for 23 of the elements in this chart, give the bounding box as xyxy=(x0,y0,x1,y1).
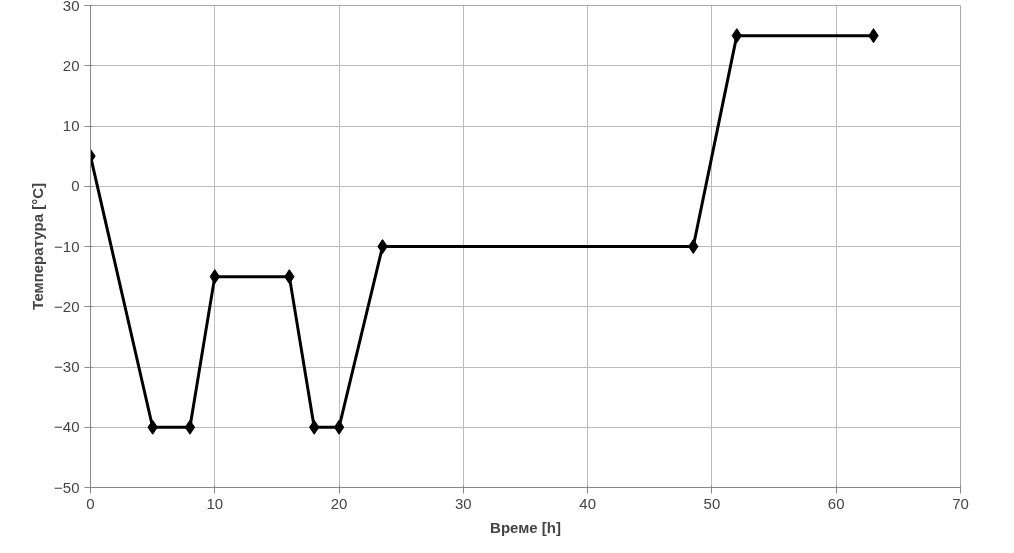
point xyxy=(333,419,345,435)
y-tick-label: 10 xyxy=(62,117,80,134)
point xyxy=(377,239,388,254)
y-axis-title: Температура [°C] xyxy=(29,183,47,310)
y-tick-label: −10 xyxy=(54,237,80,255)
x-tick-label: 60 xyxy=(827,494,845,512)
x-tick-label: 50 xyxy=(703,494,721,512)
y-tick-label: −30 xyxy=(54,358,80,375)
y-tick-label: 0 xyxy=(71,177,80,195)
x-tick-label: 10 xyxy=(206,494,224,512)
x-tick-label: 70 xyxy=(952,494,969,512)
x-tick-label: 0 xyxy=(86,494,95,512)
x-tick-label: 20 xyxy=(330,494,348,512)
x-axis-title: Време [h] xyxy=(490,518,561,536)
y-tick-label: −40 xyxy=(54,418,80,436)
y-tick-label: −50 xyxy=(54,478,80,496)
y-tick-label: −20 xyxy=(54,297,80,315)
point xyxy=(184,419,196,435)
x-tick-label: 30 xyxy=(455,494,472,512)
y-tick-label: 30 xyxy=(62,0,80,14)
x-tick-label: 40 xyxy=(579,494,596,512)
point xyxy=(688,239,699,254)
y-tick-label: 20 xyxy=(62,56,80,74)
